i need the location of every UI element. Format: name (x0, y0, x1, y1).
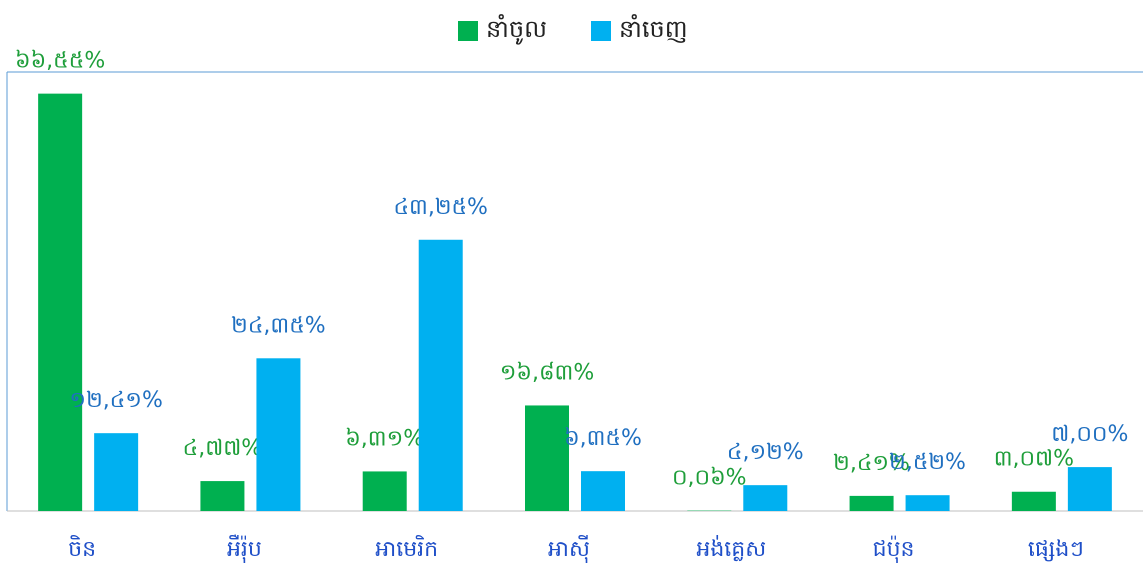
x-tick-label: ជប៉ុន (873, 535, 915, 563)
bar (362, 471, 407, 511)
x-tick-label: ចិន (68, 535, 96, 562)
legend-swatch (458, 21, 478, 41)
x-tick-label: អង់គ្លេស (696, 535, 766, 562)
bar (94, 433, 139, 511)
legend-label: នាំចូល (486, 14, 547, 45)
x-tick-label: អាស៊ី (548, 535, 590, 563)
x-tick-label: អឺរ៉ុប (227, 534, 262, 563)
bar (200, 481, 245, 511)
bar (525, 405, 569, 511)
data-label: ២,៥២% (889, 450, 966, 475)
bar (1067, 467, 1112, 511)
data-label: ៣,០៧% (994, 447, 1074, 472)
data-label: ២,៤១% (833, 451, 910, 476)
data-label: ៦,៣៥% (564, 426, 642, 451)
data-label: ៤,១២% (727, 440, 804, 465)
data-label: ២៤,៣៥% (231, 313, 326, 338)
data-label: ៤៣,២៥% (393, 195, 488, 220)
bar (256, 358, 301, 511)
data-label: ១៦,៨៣% (500, 360, 595, 385)
bar (905, 495, 950, 511)
bar (581, 471, 625, 511)
legend-swatch (591, 21, 611, 41)
x-tick-label: ផ្សេងៗ (1028, 537, 1084, 562)
data-label: ៧,០០% (1051, 422, 1128, 447)
bar (1011, 491, 1056, 511)
legend-label: នាំចេញ (619, 14, 688, 43)
data-label: ៦,៣១% (345, 426, 424, 451)
data-label: ០,០៦% (672, 466, 747, 491)
bar (38, 93, 83, 512)
data-label: ៦៦,៥៥% (15, 49, 105, 74)
data-label: ៤,៧៧% (183, 436, 263, 461)
bar (849, 495, 894, 511)
data-label: ១២,៤១% (69, 388, 162, 413)
bar (743, 485, 788, 511)
x-tick-label: អាមេរិក (375, 535, 438, 562)
bar (418, 239, 463, 511)
